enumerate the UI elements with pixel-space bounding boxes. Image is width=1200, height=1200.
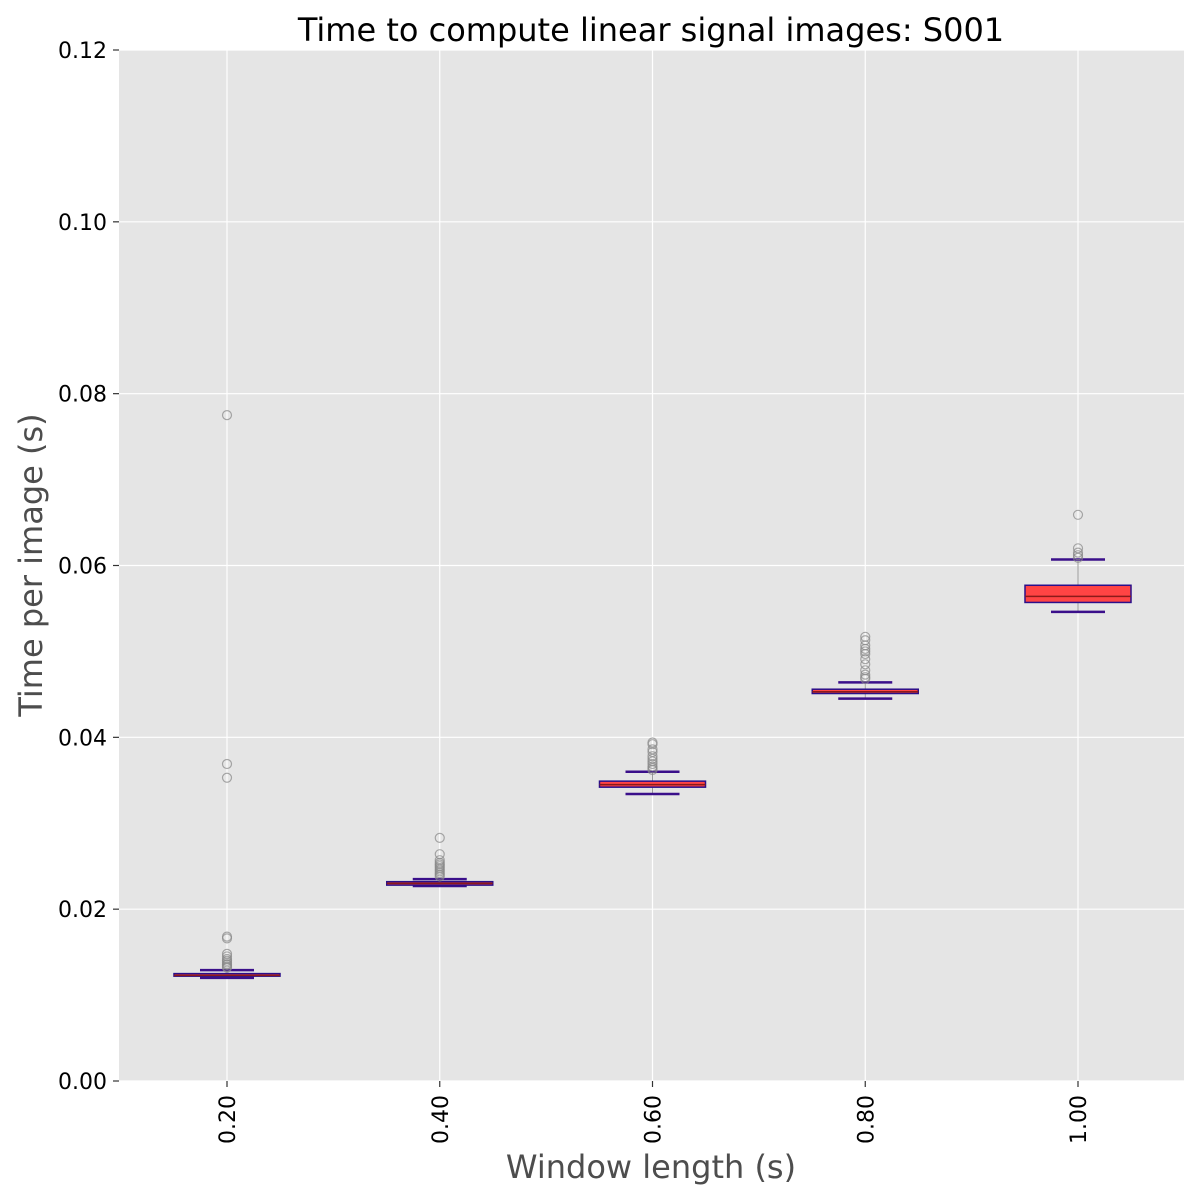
outlier-point <box>647 751 658 762</box>
outlier-point <box>860 654 871 665</box>
x-tick-label: 0.60 <box>642 1095 667 1144</box>
y-tick-label: 0.00 <box>58 1070 107 1095</box>
outlier-point <box>1072 552 1084 563</box>
box-group-0.60 <box>598 737 707 796</box>
outlier-point <box>860 643 871 654</box>
box-series <box>173 410 1132 980</box>
outlier-point <box>647 764 658 776</box>
outlier-point <box>221 772 233 783</box>
outlier-point <box>1072 509 1084 520</box>
x-tick-label: 0.20 <box>216 1095 241 1144</box>
x-tick-label: 0.80 <box>854 1095 879 1144</box>
box-group-0.40 <box>386 832 494 888</box>
x-tick-label: 0.40 <box>429 1095 454 1144</box>
outlier-point <box>647 739 658 750</box>
y-axis-label: Time per image (s) <box>12 413 50 717</box>
outlier-point <box>860 648 871 660</box>
x-tick-label: 1.00 <box>1067 1095 1092 1144</box>
y-tick-label: 0.04 <box>58 726 107 751</box>
outlier-point <box>1072 550 1084 561</box>
y-tick-label: 0.06 <box>58 555 107 580</box>
outlier-point <box>860 646 871 657</box>
box-group-1.00 <box>1024 509 1132 614</box>
outlier-point <box>221 933 233 944</box>
outlier-point <box>221 758 233 770</box>
y-tick-label: 0.02 <box>58 898 107 923</box>
x-axis-ticks: 0.20 0.40 0.60 0.80 1.00 <box>216 1081 1092 1144</box>
y-tick-label: 0.08 <box>58 383 107 408</box>
outlier-point <box>434 832 445 843</box>
outlier-point <box>860 669 871 680</box>
outlier-point <box>1072 547 1084 558</box>
outlier-point <box>221 410 233 421</box>
y-tick-label: 0.12 <box>58 39 107 64</box>
outlier-point <box>647 758 658 770</box>
grid-lines <box>119 49 1184 1082</box>
outlier-point <box>860 659 871 670</box>
outlier-point <box>434 871 445 882</box>
box-iqr <box>1024 584 1132 604</box>
outlier-point <box>860 673 871 685</box>
outlier-point <box>221 962 233 973</box>
chart-title: Time to compute linear signal images: S0… <box>297 11 1004 49</box>
y-axis-ticks: 0.00 0.02 0.04 0.06 0.08 0.10 0.12 <box>58 39 119 1095</box>
box-group-0.80 <box>811 631 919 700</box>
box-group-0.20 <box>173 410 281 980</box>
y-tick-label: 0.10 <box>58 211 107 236</box>
x-axis-label: Window length (s) <box>506 1148 796 1186</box>
